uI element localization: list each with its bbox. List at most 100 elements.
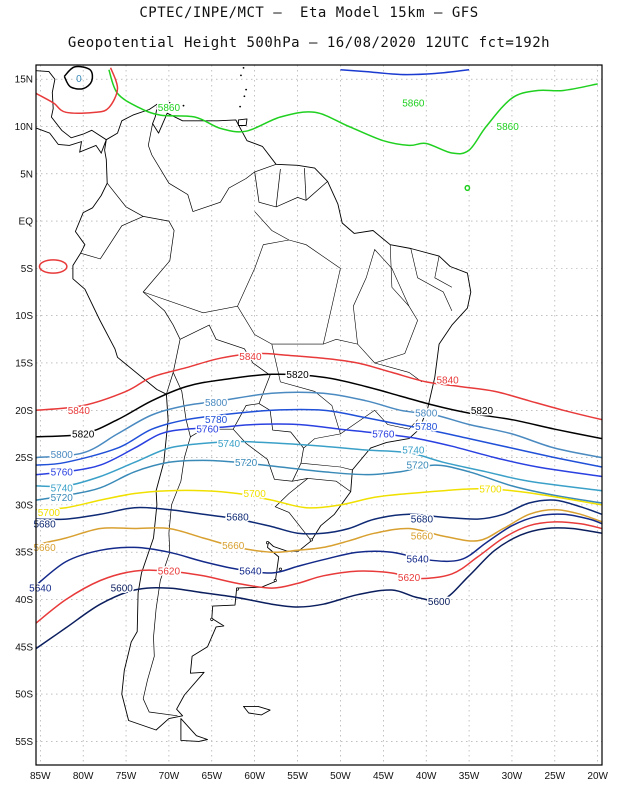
country-border (192, 163, 277, 212)
plot-frame (35, 64, 603, 766)
lat-tick-label: 10N (15, 122, 33, 133)
contour-label-5820: 5820 (471, 406, 494, 417)
island (240, 74, 242, 77)
contour-label-5700: 5700 (479, 484, 502, 495)
lat-tick-label: 35S (15, 548, 33, 559)
state-border (254, 211, 341, 345)
closed-contour-5840 (38, 259, 68, 274)
state-border (434, 256, 453, 288)
lat-tick-label: 10S (15, 311, 33, 322)
lagoon (273, 578, 277, 583)
country-border (147, 123, 194, 212)
contour-5860 (108, 69, 598, 155)
contour-label-5800: 5800 (51, 450, 74, 461)
lat-tick-label: 15S (15, 358, 33, 369)
contour-label-5680: 5680 (411, 515, 434, 526)
contour-5680 (36, 499, 602, 535)
contour-label-5780: 5780 (415, 422, 438, 433)
coastline (243, 705, 271, 716)
contour-5760 (36, 423, 602, 478)
country-border (274, 478, 312, 542)
island (239, 105, 242, 108)
lon-tick-label: 55W (287, 771, 308, 782)
state-border (352, 248, 418, 364)
contour-label-5640: 5640 (239, 567, 262, 578)
contour-label-5620: 5620 (158, 567, 181, 578)
lon-tick-label: 75W (116, 771, 137, 782)
lon-tick-label: 25W (545, 771, 566, 782)
coastline (237, 118, 248, 126)
country-border (304, 168, 307, 201)
contour-label-5760: 5760 (51, 467, 74, 478)
contour-5780 (36, 408, 602, 468)
contour-label-5820: 5820 (72, 429, 95, 440)
lon-tick-label: 20W (587, 771, 608, 782)
contour-5840-caribbean (36, 67, 119, 114)
lon-tick-label: 50W (330, 771, 351, 782)
contour-label-low: 0 (76, 74, 82, 85)
contour-label-5740: 5740 (218, 439, 241, 450)
lon-tick-label: 80W (73, 771, 94, 782)
lat-tick-label: 20S (15, 406, 33, 417)
state-border (237, 239, 290, 307)
contour-label-5780: 5780 (205, 415, 228, 426)
lagoon (309, 538, 313, 542)
coastline (180, 718, 208, 742)
contour-label-5760: 5760 (196, 425, 219, 436)
lon-tick-label: 35W (459, 771, 480, 782)
height-contours (36, 65, 602, 650)
contour-label-5700: 5700 (244, 489, 267, 500)
contour-label-5660: 5660 (33, 543, 56, 554)
contour-label-5680: 5680 (226, 513, 249, 524)
contour-low-caribbean (63, 65, 94, 90)
lon-tick-label: 85W (30, 771, 51, 782)
coastline (36, 70, 107, 154)
grid-lines (36, 65, 602, 765)
contour-label-5840: 5840 (68, 406, 91, 417)
lon-tick-label: 60W (244, 771, 265, 782)
lat-tick-label: 5N (20, 169, 33, 180)
lon-tick-label: 30W (502, 771, 523, 782)
lon-tick-label: 70W (159, 771, 180, 782)
contour-label-5820: 5820 (286, 370, 309, 381)
contour-label-5800: 5800 (415, 409, 438, 420)
closed-contour-5860 (464, 184, 471, 192)
lat-tick-label: 25S (15, 453, 33, 464)
contour-label-5700: 5700 (38, 508, 61, 519)
contour-5740 (36, 440, 602, 492)
contour-5800 (36, 391, 602, 459)
lat-tick-label: 40S (15, 595, 33, 606)
lat-tick-label: 15N (15, 75, 33, 86)
lagoon (265, 541, 270, 545)
contour-label-5740: 5740 (402, 446, 425, 457)
contour-5700 (36, 488, 602, 511)
contour-5660 (36, 508, 602, 554)
contour-label-5640: 5640 (29, 584, 52, 595)
contour-label-5840: 5840 (437, 376, 460, 387)
island (243, 95, 246, 98)
contour-5840 (36, 352, 602, 421)
lon-tick-label: 65W (202, 771, 223, 782)
contour-label-5800: 5800 (205, 398, 228, 409)
country-border (172, 324, 271, 438)
contour-labels: 5860 5860 5860 5840 5840 5840 5820 5820 5820 5800… (28, 74, 521, 609)
contour-label-5740: 5740 (51, 483, 74, 494)
island (245, 88, 248, 91)
contour-label-5860: 5860 (402, 98, 425, 109)
state-border (307, 478, 351, 492)
lat-tick-label: 45S (15, 642, 33, 653)
island (242, 66, 245, 69)
state-border (389, 244, 410, 307)
coastlines (36, 66, 472, 742)
country-border (142, 436, 191, 717)
lat-tick-label: EQ (19, 217, 34, 228)
state-border (271, 344, 341, 449)
axis-ticks: 15N 10N 5N EQ 5S 10S 15S 20S 25S 30S 35S 40S 45S 50S 5… (15, 75, 609, 782)
country-border (275, 169, 281, 207)
contour-label-5660: 5660 (411, 532, 434, 543)
coastline (72, 103, 472, 731)
island (177, 104, 180, 107)
state-border (300, 462, 353, 471)
contour-5820 (36, 373, 602, 440)
